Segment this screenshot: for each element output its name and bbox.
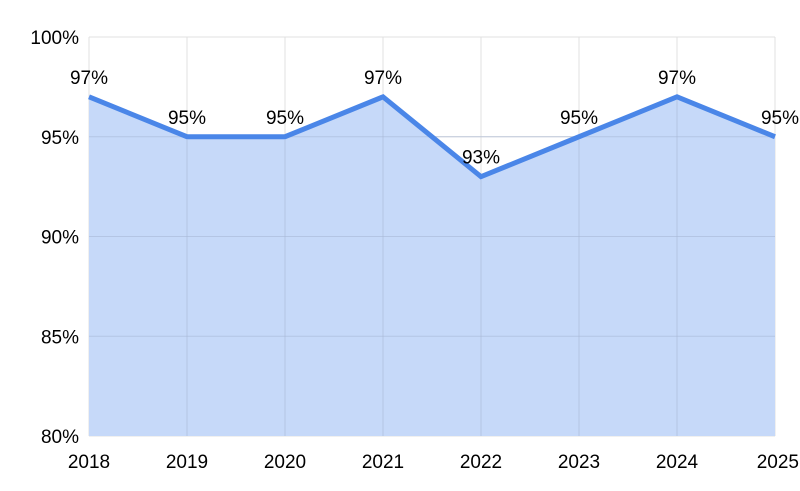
data-label: 97% bbox=[364, 68, 402, 89]
y-tick-label: 85% bbox=[41, 327, 79, 348]
y-tick-label: 90% bbox=[41, 228, 79, 249]
data-label: 95% bbox=[761, 108, 799, 129]
x-tick-label: 2025 bbox=[757, 452, 799, 473]
data-label: 95% bbox=[266, 108, 304, 129]
data-label: 97% bbox=[658, 68, 696, 89]
x-tick-label: 2023 bbox=[558, 452, 600, 473]
y-axis-tick-labels: 80% 85% 90% 95% 100% bbox=[30, 28, 79, 448]
y-tick-label: 80% bbox=[41, 427, 79, 448]
series-line bbox=[88, 93, 776, 180]
data-label: 95% bbox=[168, 108, 206, 129]
x-tick-label: 2021 bbox=[362, 452, 404, 473]
area-fill bbox=[89, 96, 775, 436]
y-tick-label: 95% bbox=[41, 128, 79, 149]
data-label: 97% bbox=[70, 68, 108, 89]
data-label: 93% bbox=[462, 148, 500, 169]
y-tick-label: 100% bbox=[30, 28, 79, 49]
x-tick-label: 2018 bbox=[68, 452, 110, 473]
data-labels: 97% 95% 95% 97% 93% 95% 97% 95% bbox=[70, 68, 799, 169]
x-tick-label: 2024 bbox=[656, 452, 699, 473]
x-tick-label: 2020 bbox=[264, 452, 306, 473]
x-tick-label: 2019 bbox=[166, 452, 208, 473]
data-label: 95% bbox=[560, 108, 598, 129]
x-axis-tick-labels: 2018 2019 2020 2021 2022 2023 2024 2025 bbox=[68, 452, 799, 473]
x-tick-label: 2022 bbox=[460, 452, 502, 473]
inner-gridlines bbox=[89, 99, 775, 436]
